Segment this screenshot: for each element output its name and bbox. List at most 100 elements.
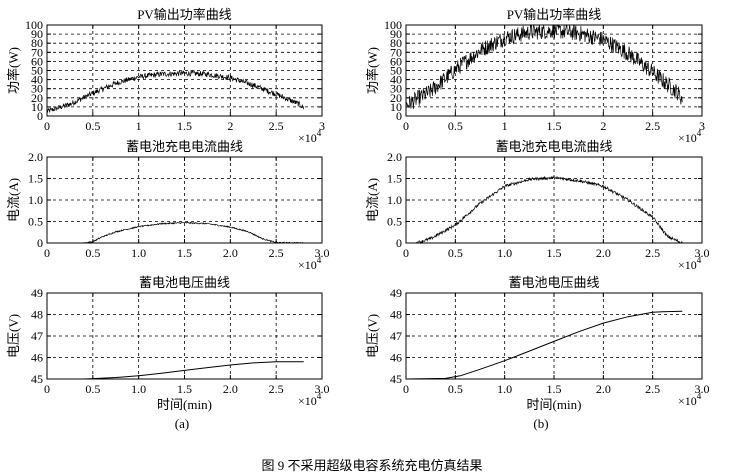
y-axis-label: 电压(V) <box>365 314 380 358</box>
x-multiplier: ×104 <box>298 255 322 272</box>
x-tick-label: 2.5 <box>269 119 284 133</box>
x-tick-label: 2.5 <box>645 246 660 260</box>
y-tick-label: 0.5 <box>28 215 43 229</box>
x-tick-label: 3.0 <box>695 246 710 260</box>
y-tick-label: 1.0 <box>28 193 43 207</box>
y-tick-label: 80 <box>390 36 402 50</box>
x-tick-label: 0 <box>44 246 50 260</box>
y-tick-label: 40 <box>390 73 402 87</box>
y-tick-label: 48 <box>31 308 43 322</box>
x-tick-label: 1.5 <box>177 382 192 396</box>
x-tick-label: 1.0 <box>497 382 512 396</box>
x-multiplier: ×104 <box>678 255 702 272</box>
x-tick-label: 3.0 <box>315 382 330 396</box>
y-tick-label: 90 <box>31 27 43 41</box>
x-tick-label: 2.5 <box>269 246 284 260</box>
y-axis-label: 功率(W) <box>365 47 380 94</box>
x-tick-label: 1.5 <box>547 119 562 133</box>
x-multiplier: ×104 <box>298 391 322 408</box>
y-tick-label: 40 <box>31 73 43 87</box>
y-tick-label: 10 <box>390 100 402 114</box>
y-tick-label: 60 <box>31 54 43 68</box>
x-multiplier: ×104 <box>678 128 702 145</box>
data-line <box>46 69 305 113</box>
y-tick-label: 2.0 <box>28 150 43 164</box>
figure-caption: 图 9 不采用超级电容系统充电仿真结果 <box>261 458 482 473</box>
y-tick-label: 0.5 <box>387 215 402 229</box>
y-tick-label: 49 <box>390 286 402 300</box>
panel-b-current: 0 0.5 1.0 1.5 2.0 2.5 3.0 0 0.5 1.0 1.5 2.0 蓄电池充电电流曲… <box>365 139 710 272</box>
data-line <box>405 24 683 110</box>
x-tick-label: 3 <box>319 119 325 133</box>
x-tick-label: 1.0 <box>497 246 512 260</box>
y-tick-label: 46 <box>390 351 402 365</box>
x-tick-label: 2.0 <box>223 382 238 396</box>
y-tick-label: 70 <box>390 45 402 59</box>
panel-a-current: 0 0.5 1.0 1.5 2.0 2.5 3.0 0 0.5 1.0 1.5 2.0 蓄电池充电电流曲… <box>6 139 330 272</box>
y-tick-label: 20 <box>390 91 402 105</box>
panel-a-voltage: 0 0.5 1.0 1.5 2.0 2.5 3.0 45 46 47 48 49 蓄电池电压曲线电压(V… <box>6 275 330 412</box>
x-tick-label: 2 <box>227 119 233 133</box>
chart-title: 蓄电池充电电流曲线 <box>495 139 612 154</box>
x-tick-label: 2 <box>600 119 606 133</box>
x-tick-label: 2.0 <box>596 246 611 260</box>
x-tick-label: 0 <box>403 246 409 260</box>
panel-a-pv: 0 0.5 1 1.5 2 2.5 30102030405060708090100PV输出功… <box>6 7 325 145</box>
y-tick-label: 1.5 <box>387 172 402 186</box>
y-tick-label: 46 <box>31 351 43 365</box>
y-tick-label: 10 <box>31 100 43 114</box>
y-tick-label: 30 <box>390 82 402 96</box>
y-tick-label: 90 <box>390 27 402 41</box>
x-tick-label: 1.0 <box>131 246 146 260</box>
y-tick-label: 50 <box>390 64 402 78</box>
chart-title: 蓄电池充电电流曲线 <box>126 139 243 154</box>
x-axis-label: 时间(min) <box>157 397 212 412</box>
subfigure-label-b: (b) <box>533 416 548 431</box>
x-multiplier: ×104 <box>298 128 322 145</box>
x-tick-label: 1.5 <box>547 246 562 260</box>
x-tick-label: 0.5 <box>85 119 100 133</box>
data-line <box>83 221 304 244</box>
y-tick-label: 2.0 <box>387 150 402 164</box>
panel-b-voltage: 0 0.5 1.0 1.5 2.0 2.5 3.0 45 46 47 48 49 蓄电池电压曲线电压(V… <box>365 275 710 412</box>
y-tick-label: 47 <box>390 329 402 343</box>
y-tick-label: 1.5 <box>28 172 43 186</box>
data-line <box>405 310 683 380</box>
x-tick-label: 3.0 <box>315 246 330 260</box>
x-multiplier: ×104 <box>678 391 702 408</box>
plots: 0 0.5 1 1.5 2 2.5 30102030405060708090100PV输出功… <box>6 7 710 412</box>
x-tick-label: 2.0 <box>596 382 611 396</box>
y-axis-label: 电流(A) <box>365 178 380 222</box>
y-tick-label: 0 <box>396 109 402 123</box>
y-tick-label: 0 <box>37 236 43 250</box>
y-tick-label: 30 <box>31 82 43 96</box>
chart-title: PV输出功率曲线 <box>507 7 602 22</box>
x-tick-label: 3 <box>699 119 705 133</box>
x-tick-label: 1 <box>502 119 508 133</box>
y-tick-label: 80 <box>31 36 43 50</box>
x-tick-label: 2.0 <box>223 246 238 260</box>
subfigure-label-a: (a) <box>175 416 189 431</box>
y-tick-label: 50 <box>31 64 43 78</box>
data-line <box>83 361 304 380</box>
x-tick-label: 0 <box>403 382 409 396</box>
x-tick-label: 0 <box>44 119 50 133</box>
y-tick-label: 20 <box>31 91 43 105</box>
x-tick-label: 0.5 <box>448 382 463 396</box>
y-axis-label: 电压(V) <box>6 314 21 358</box>
data-line <box>415 175 683 245</box>
x-tick-label: 3.0 <box>695 382 710 396</box>
x-axis-label: 时间(min) <box>527 397 582 412</box>
x-tick-label: 0.5 <box>448 246 463 260</box>
y-axis-label: 电流(A) <box>6 178 21 222</box>
y-tick-label: 0 <box>37 109 43 123</box>
y-tick-label: 70 <box>31 45 43 59</box>
x-tick-label: 2.5 <box>645 382 660 396</box>
x-tick-label: 2.5 <box>645 119 660 133</box>
y-tick-label: 60 <box>390 54 402 68</box>
y-tick-label: 45 <box>390 372 402 386</box>
x-tick-label: 0 <box>44 382 50 396</box>
y-tick-label: 49 <box>31 286 43 300</box>
x-tick-label: 0.5 <box>85 246 100 260</box>
